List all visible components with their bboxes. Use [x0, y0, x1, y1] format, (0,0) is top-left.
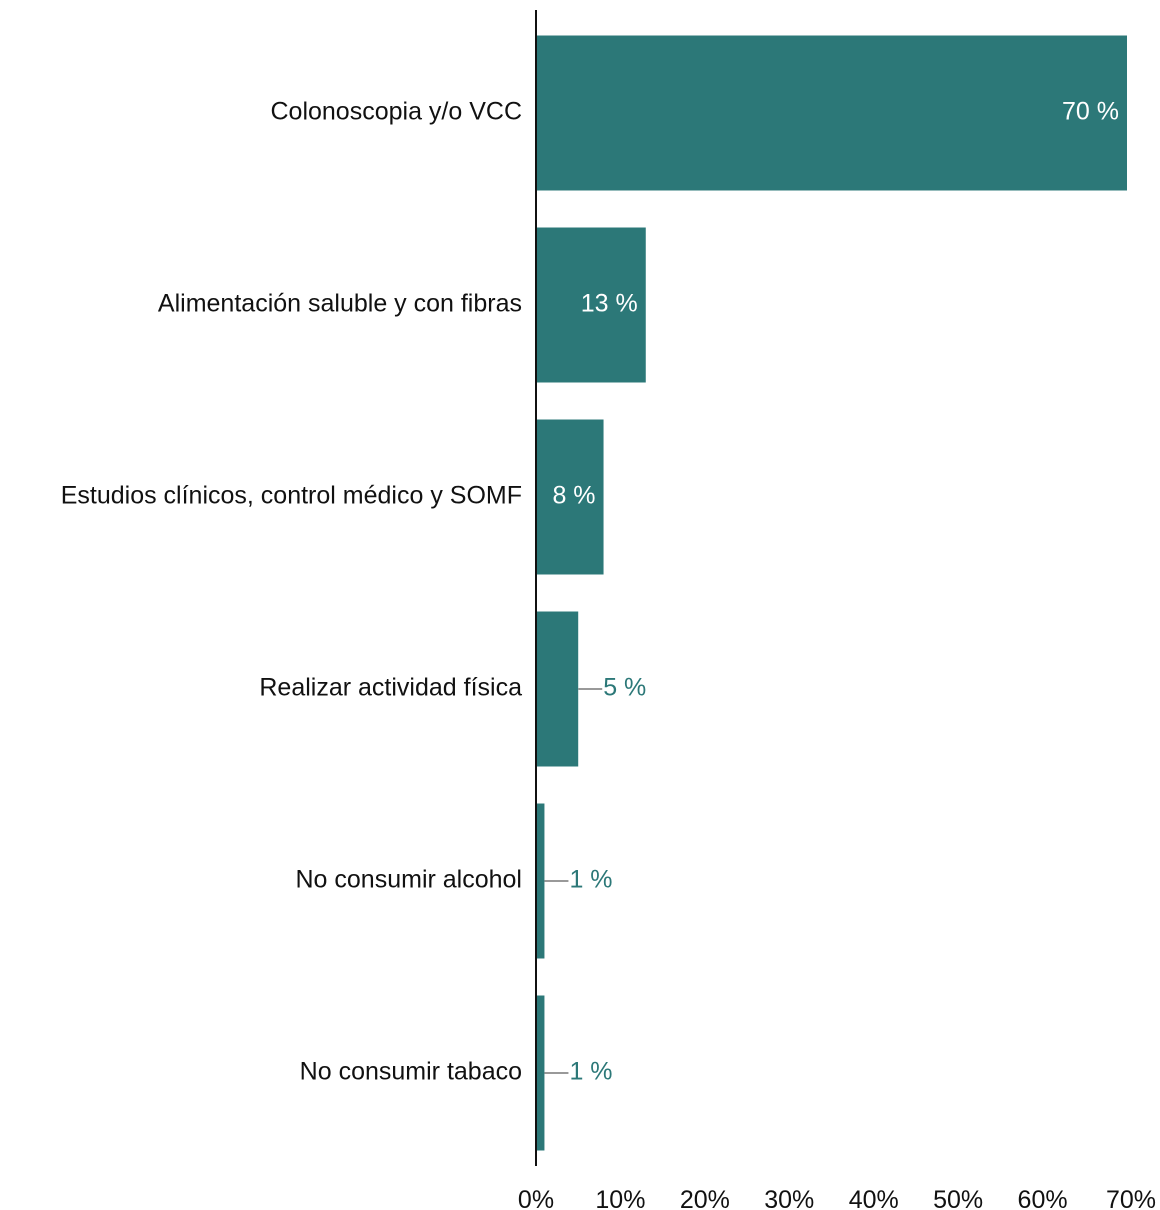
bar	[536, 35, 1127, 191]
bar	[536, 419, 604, 575]
category-labels-layer: Colonoscopia y/o VCC Alimentación saluble…	[61, 98, 522, 1086]
x-tick-label: 40%	[849, 1186, 899, 1210]
data-label: 5 %	[603, 674, 646, 702]
x-tick-label: 50%	[933, 1186, 983, 1210]
category-label: Colonoscopia y/o VCC	[270, 98, 522, 126]
category-label: Realizar actividad física	[259, 674, 522, 702]
category-label: No consumir tabaco	[300, 1058, 522, 1086]
x-tick-label: 30%	[764, 1186, 814, 1210]
bar	[536, 611, 579, 767]
x-tick-label: 60%	[1018, 1186, 1068, 1210]
category-label: No consumir alcohol	[296, 866, 523, 894]
category-label: Estudios clínicos, control médico y SOMF	[61, 482, 522, 510]
data-label: 8 %	[552, 482, 595, 510]
data-label: 1 %	[569, 866, 612, 894]
data-label: 13 %	[581, 290, 638, 318]
bars-layer	[536, 35, 1127, 1151]
value-labels-layer: 70 % 13 % 8 % 5 % 1 % 1 %	[552, 98, 1119, 1086]
x-tick-label: 20%	[680, 1186, 730, 1210]
x-tick-label: 10%	[595, 1186, 645, 1210]
x-axis-ticks-layer: 0% 10% 20% 30% 40% 50% 60% 70%	[518, 1186, 1156, 1210]
bar	[536, 803, 545, 959]
data-label: 70 %	[1062, 98, 1119, 126]
leader-lines-layer	[544, 688, 603, 1074]
x-tick-label: 70%	[1106, 1186, 1156, 1210]
bar	[536, 995, 545, 1151]
data-label: 1 %	[569, 1058, 612, 1086]
bar	[536, 227, 646, 383]
x-tick-label: 0%	[518, 1186, 554, 1210]
category-label: Alimentación saluble y con fibras	[158, 290, 522, 318]
